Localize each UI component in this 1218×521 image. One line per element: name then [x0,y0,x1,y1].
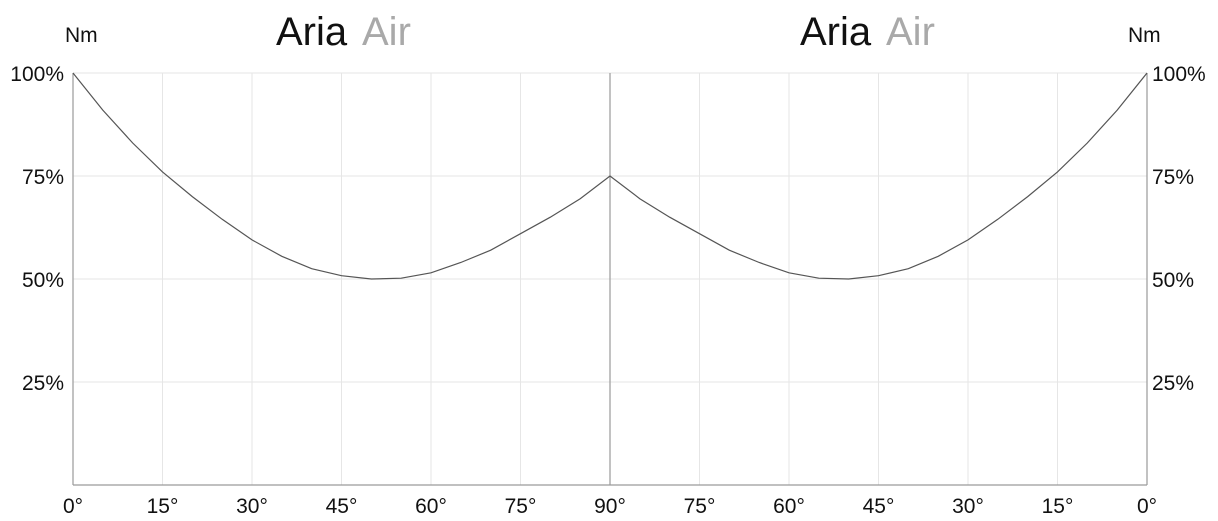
left-y-axis-ticks: 100% 75% 50% 25% [10,63,64,395]
left-y-tick-label: 75% [22,166,64,189]
x-tick-label: 15° [147,495,179,518]
x-tick-label: 45° [326,495,358,518]
x-tick-label: 45° [863,495,895,518]
x-tick-label: 90° [594,495,626,518]
right-title-accent: Air [886,10,935,54]
right-y-tick-label: 100% [1152,63,1206,86]
x-tick-label: 0° [1137,495,1157,518]
x-tick-label: 30° [952,495,984,518]
left-title-main: Aria [276,10,348,54]
x-tick-label: 75° [684,495,716,518]
x-tick-label: 0° [63,495,83,518]
x-tick-label: 30° [236,495,268,518]
x-axis-ticks: 0° 15° 30° 45° 60° 75° 90° 75° 60° 45° 30° 15° 0° [63,495,1157,518]
right-y-axis-ticks: 100% 75% 50% 25% [1152,63,1206,395]
x-tick-label: 60° [415,495,447,518]
left-y-tick-label: 25% [22,372,64,395]
right-title-main: Aria [800,10,872,54]
x-tick-label: 60° [773,495,805,518]
right-y-tick-label: 25% [1152,372,1194,395]
x-tick-label: 75° [505,495,537,518]
right-y-tick-label: 50% [1152,269,1194,292]
right-y-tick-label: 75% [1152,166,1194,189]
x-tick-label: 15° [1042,495,1074,518]
left-y-tick-label: 100% [10,63,64,86]
left-title-accent: Air [362,10,411,54]
left-y-tick-label: 50% [22,269,64,292]
right-unit-label: Nm [1128,24,1161,47]
left-unit-label: Nm [65,24,98,47]
